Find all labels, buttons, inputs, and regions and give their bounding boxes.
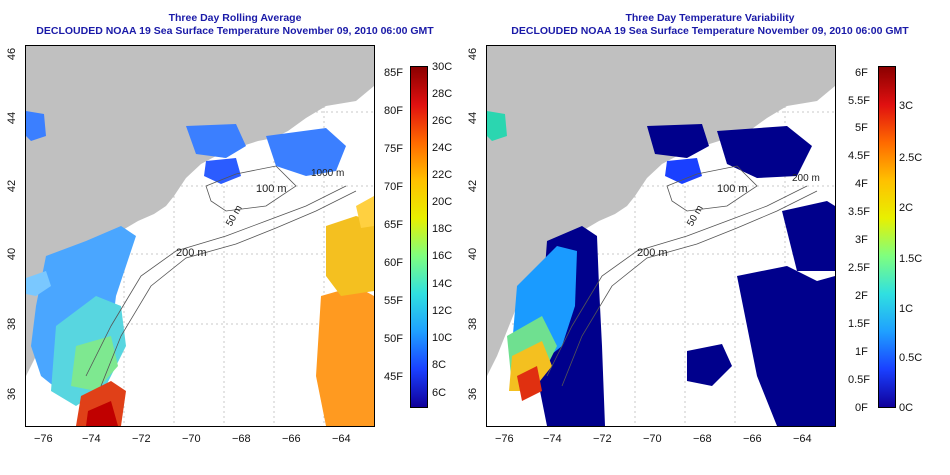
right-map-svg: 200 m 100 m 50 m 200 m [487,46,835,426]
label-right-colorbar_right-3: 1.5C [899,253,923,265]
label-right-colorbar_right-1: 2.5C [899,152,923,164]
left-ytick-46: 46 [6,47,19,61]
label-right-colorbar_left-0: 6F [855,67,868,79]
label-left-colorbar_right-5: 20C [432,196,453,208]
right-xtick-76: −76 [495,433,514,445]
left-title-line2: DECLOUDED NOAA 19 Sea Surface Temperatur… [36,25,434,37]
label-right-colorbar_left-7: 2.5F [848,262,871,274]
label-left-colorbar_right-8: 14C [432,278,453,290]
label-left-colorbar_left-4: 65F [384,219,403,231]
left-ytick-44: 44 [6,111,19,125]
left-xtick-70: −70 [182,433,201,445]
left-ytick-40: 40 [6,247,19,261]
left-xtick-72: −72 [132,433,151,445]
label-right-colorbar_right-0: 3C [899,100,914,112]
left-ytick-38: 38 [6,317,19,331]
left-contour-1000m: 1000 m [311,168,344,179]
right-xtick-66: −66 [743,433,762,445]
label-left-colorbar_right-10: 10C [432,332,453,344]
label-left-colorbar_right-6: 18C [432,223,453,235]
right-xtick-64: −64 [793,433,812,445]
label-right-colorbar_right-4: 1C [899,303,914,315]
left-contour-100m: 100 m [256,183,287,195]
right-ytick-36: 36 [467,387,480,401]
label-left-colorbar_right-7: 16C [432,250,453,262]
label-left-colorbar_left-5: 60F [384,257,403,269]
left-colorbar [410,66,428,408]
left-ytick-42: 42 [6,179,19,193]
label-right-colorbar_left-4: 4F [855,178,868,190]
right-contour-100m: 100 m [717,183,748,195]
label-left-colorbar_left-1: 80F [384,105,403,117]
label-right-colorbar_left-6: 3F [855,234,868,246]
left-xtick-64: −64 [332,433,351,445]
label-right-colorbar_right-5: 0.5C [899,352,923,364]
left-xtick-66: −66 [282,433,301,445]
label-right-colorbar_right-6: 0C [899,402,914,414]
label-left-colorbar_left-7: 50F [384,333,403,345]
left-map-svg: 200 m 100 m 50 m 1000 m [26,46,374,426]
left-ytick-36: 36 [6,387,19,401]
label-left-colorbar_right-2: 26C [432,115,453,127]
right-xtick-70: −70 [643,433,662,445]
left-xtick-68: −68 [232,433,251,445]
right-ytick-40: 40 [467,247,480,261]
right-title-line2: DECLOUDED NOAA 19 Sea Surface Temperatur… [511,25,909,37]
label-right-colorbar_left-9: 1.5F [848,318,871,330]
label-left-colorbar_right-9: 12C [432,305,453,317]
label-left-colorbar_left-3: 70F [384,181,403,193]
label-right-colorbar_left-2: 5F [855,122,868,134]
right-contour-200m-b: 200 m [792,173,820,184]
right-xtick-68: −68 [693,433,712,445]
left-title-line1: Three Day Rolling Average [168,12,302,24]
label-left-colorbar_right-12: 6C [432,387,447,399]
label-right-colorbar_left-11: 0.5F [848,374,871,386]
label-left-colorbar_left-2: 75F [384,143,403,155]
label-left-colorbar_right-1: 28C [432,88,453,100]
label-right-colorbar_left-10: 1F [855,346,868,358]
label-left-colorbar_right-0: 30C [432,61,453,73]
label-left-colorbar_right-3: 24C [432,142,453,154]
label-left-colorbar_right-11: 8C [432,359,447,371]
left-contour-200m: 200 m [176,247,207,259]
left-xtick-76: −76 [34,433,53,445]
right-ytick-42: 42 [467,179,480,193]
left-land [26,46,374,376]
label-right-colorbar_left-5: 3.5F [848,206,871,218]
right-variability-map[interactable]: 200 m 100 m 50 m 200 m [486,45,836,427]
right-ytick-44: 44 [467,111,480,125]
right-title-line1: Three Day Temperature Variability [625,12,795,24]
label-right-colorbar_left-1: 5.5F [848,95,871,107]
left-contour-50m: 50 m [224,204,245,229]
label-left-colorbar_left-6: 55F [384,295,403,307]
label-right-colorbar_left-12: 0F [855,402,868,414]
label-left-colorbar_left-0: 85F [384,67,403,79]
right-xtick-72: −72 [593,433,612,445]
right-land [487,46,835,376]
label-right-colorbar_left-3: 4.5F [848,150,871,162]
label-left-colorbar_left-8: 45F [384,371,403,383]
right-ytick-38: 38 [467,317,480,331]
label-left-colorbar_right-4: 22C [432,169,453,181]
right-colorbar [878,66,896,408]
left-xtick-74: −74 [82,433,101,445]
label-right-colorbar_right-2: 2C [899,202,914,214]
right-contour-200m: 200 m [637,247,668,259]
left-sst-map[interactable]: 200 m 100 m 50 m 1000 m [25,45,375,427]
right-ytick-46: 46 [467,47,480,61]
right-contour-50m: 50 m [685,204,706,229]
right-xtick-74: −74 [543,433,562,445]
label-right-colorbar_left-8: 2F [855,290,868,302]
